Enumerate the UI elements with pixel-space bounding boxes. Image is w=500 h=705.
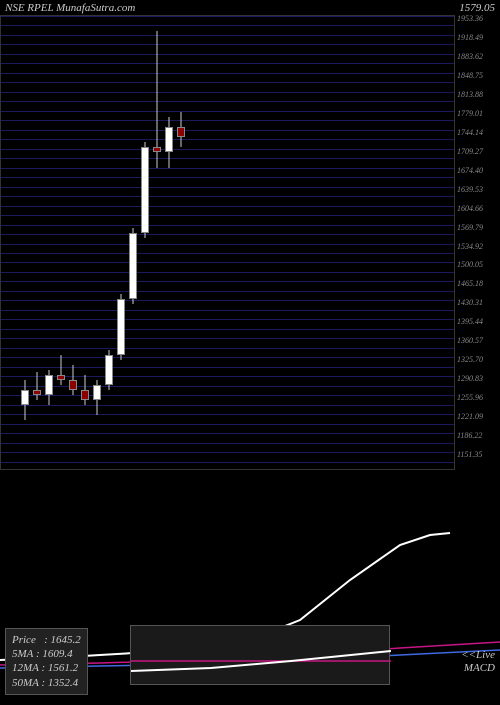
macd-live-label: <<Live (461, 649, 495, 662)
candlestick-chart (0, 15, 455, 470)
y-axis: 1953.361918.491883.621848.751813.881779.… (455, 15, 500, 470)
mini-chart (131, 626, 391, 686)
top-price-label: 1579.05 (459, 2, 495, 14)
ma50-row: 50MA : 1352.4 (12, 676, 81, 690)
ticker-label: NSE RPEL (5, 2, 53, 14)
ma5-row: 5MA : 1609.4 (12, 647, 81, 661)
macd-text-label: MACD (461, 662, 495, 675)
info-box: Price : 1645.2 5MA : 1609.4 12MA : 1561.… (5, 628, 88, 695)
price-row: Price : 1645.2 (12, 633, 81, 647)
ma12-row: 12MA : 1561.2 (12, 661, 81, 675)
indicator-panel: Price : 1645.2 5MA : 1609.4 12MA : 1561.… (0, 480, 500, 700)
ma50-label: 50MA (12, 677, 39, 689)
source-label: MunafaSutra.com (56, 2, 135, 14)
ma5-value: 1609.4 (42, 648, 72, 660)
ma5-label: 5MA (12, 648, 33, 660)
mini-chart-box (130, 625, 390, 685)
price-label: Price (12, 634, 36, 646)
ma50-value: 1352.4 (48, 677, 78, 689)
chart-gridlines (1, 16, 454, 469)
price-value: 1645.2 (51, 634, 81, 646)
chart-header: NSE RPEL MunafaSutra.com (5, 2, 135, 14)
ma12-value: 1561.2 (48, 662, 78, 674)
ma12-label: 12MA (12, 662, 39, 674)
macd-label: <<Live MACD (461, 649, 495, 675)
